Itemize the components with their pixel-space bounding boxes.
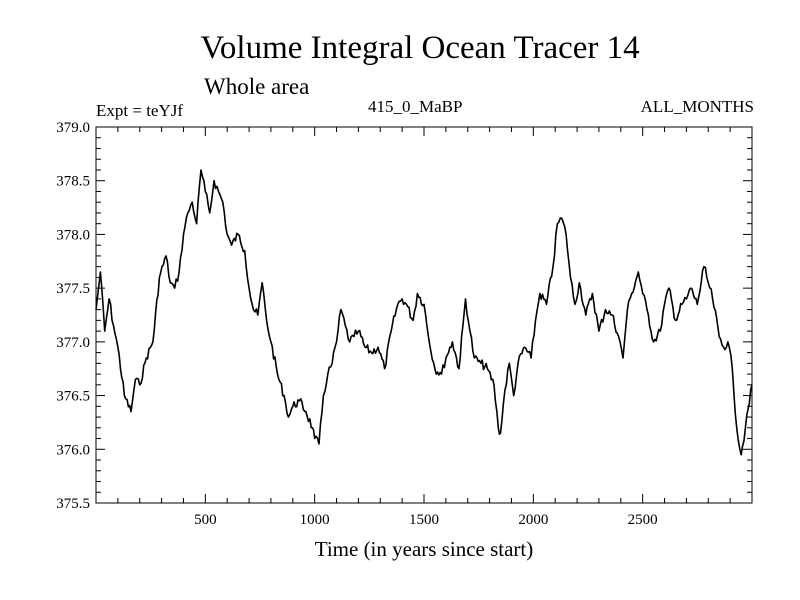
x-tick-label: 1000	[300, 512, 330, 528]
y-tick-label: 378.0	[56, 227, 90, 243]
x-tick-label: 500	[194, 512, 217, 528]
y-tick-label: 379.0	[56, 120, 90, 136]
y-tick-label: 377.0	[56, 335, 90, 351]
x-tick-label: 2000	[518, 512, 548, 528]
chart-title: Volume Integral Ocean Tracer 14	[200, 30, 640, 66]
x-tick-label: 1500	[409, 512, 439, 528]
plot-frame	[95, 126, 753, 504]
y-tick-label: 378.5	[56, 174, 90, 190]
x-axis-label: Time (in years since start)	[314, 537, 534, 561]
chart-subtitle: Whole area	[204, 74, 310, 99]
expt-label: Expt = teYJf	[96, 101, 184, 120]
y-tick-label: 375.5	[56, 496, 90, 512]
x-tick-label: 2500	[628, 512, 658, 528]
series-line	[95, 169, 753, 456]
y-tick-label: 376.0	[56, 442, 90, 458]
months-label: ALL_MONTHS	[640, 97, 754, 116]
y-tick-label: 376.5	[56, 389, 90, 405]
period-label: 415_0_MaBP	[368, 97, 463, 116]
y-tick-label: 377.5	[56, 281, 90, 297]
